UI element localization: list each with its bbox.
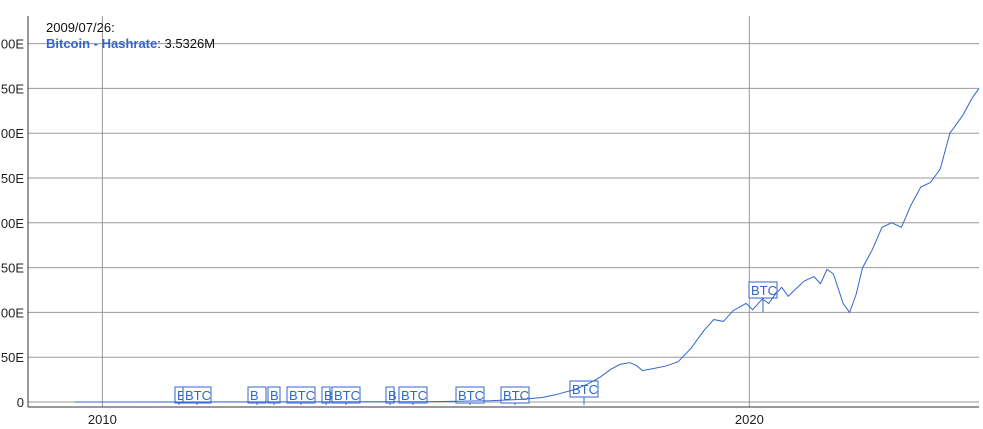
btc-annotation-flag[interactable]: BTC — [748, 281, 778, 312]
btc-annotation-label: B — [388, 388, 397, 403]
y-axis-ticks: 0 50E 00E 50E 00E 50E 00E 50E 00E — [1, 37, 24, 410]
btc-annotation-flag[interactable]: B — [321, 386, 333, 405]
y-tick-label: 0 — [17, 395, 24, 410]
btc-annotation-flag[interactable]: BTC — [569, 380, 599, 405]
btc-annotation-flag[interactable]: B — [247, 386, 267, 405]
btc-annotation-flag[interactable]: BTC — [331, 386, 361, 405]
y-tick-label: 00E — [1, 216, 24, 231]
legend-series-name: Bitcoin - Hashrate — [46, 36, 158, 51]
btc-annotation-flag[interactable]: B — [267, 386, 281, 405]
btc-annotation-label: BTC — [185, 388, 211, 403]
btc-annotation-flag[interactable]: BTC — [500, 386, 530, 405]
legend-value: 3.5326M — [164, 36, 216, 51]
legend: 2009/07/26: Bitcoin - Hashrate: 3.5326M — [46, 20, 215, 52]
y-tick-label: 50E — [1, 261, 24, 276]
btc-annotation-flag[interactable]: BTC — [182, 386, 212, 405]
btc-annotation-label: BTC — [401, 388, 427, 403]
btc-annotation-label: B — [177, 388, 186, 403]
btc-annotation-flag[interactable]: BTC — [455, 386, 485, 405]
btc-annotation-flag[interactable]: B — [385, 386, 397, 405]
x-tick-label: 2010 — [88, 412, 117, 427]
legend-date: 2009/07/26: — [46, 20, 115, 35]
btc-annotation-flag[interactable]: BTC — [286, 386, 316, 405]
legend-entry: Bitcoin - Hashrate: 3.5326M — [46, 36, 216, 51]
x-axis-ticks: 2010 2020 — [88, 412, 764, 427]
btc-annotation-label: BTC — [572, 382, 598, 397]
x-tick-label: 2020 — [735, 412, 764, 427]
btc-annotation-label: BTC — [334, 388, 360, 403]
y-tick-label: 50E — [1, 81, 24, 96]
y-tick-label: 00E — [1, 37, 24, 52]
btc-annotation-label: BTC — [751, 283, 777, 298]
btc-annotation-label: BTC — [503, 388, 529, 403]
y-tick-label: 00E — [1, 126, 24, 141]
btc-annotation-label: B — [324, 388, 333, 403]
btc-annotation-label: B — [270, 388, 279, 403]
y-tick-label: 00E — [1, 305, 24, 320]
btc-annotation-label: BTC — [458, 388, 484, 403]
series-line-hashrate — [74, 88, 980, 403]
y-tick-label: 50E — [1, 350, 24, 365]
y-tick-label: 50E — [1, 171, 24, 186]
btc-annotation-flag[interactable]: BTC — [398, 386, 428, 405]
btc-annotation-label: BTC — [289, 388, 315, 403]
btc-annotation-label: B — [250, 388, 259, 403]
grid-lines — [28, 16, 979, 407]
